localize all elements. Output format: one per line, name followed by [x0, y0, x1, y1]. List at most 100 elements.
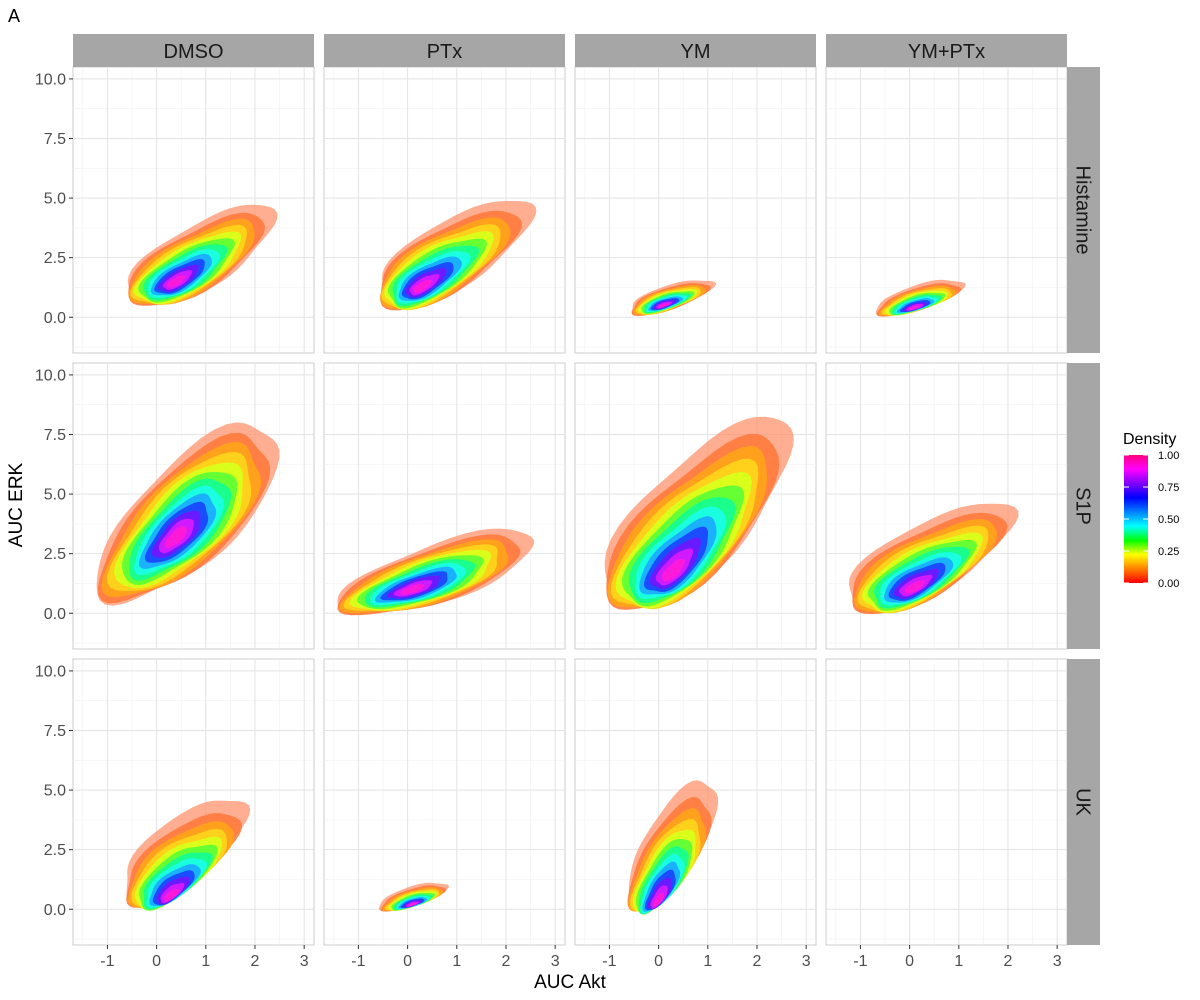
row-label: S1P — [1072, 487, 1094, 525]
strips-layer: DMSO PTx YM YM+PTx Histamine S1P UK — [73, 34, 1100, 945]
x-tick-label: 1 — [703, 953, 712, 970]
density-level-12 — [658, 303, 669, 308]
y-tick-label: 0.0 — [44, 310, 66, 327]
panel-uk-ymplusptx — [825, 658, 1068, 946]
strip-background — [575, 34, 816, 67]
panel-s1p-ptx — [323, 362, 566, 650]
density-contours — [849, 503, 1019, 615]
density-level-12 — [909, 305, 920, 310]
density-contours — [631, 280, 717, 316]
y-tick-label: 5.0 — [44, 191, 66, 208]
column-strip: DMSO — [73, 34, 314, 67]
strip-background — [324, 34, 565, 67]
panel-background — [323, 658, 566, 946]
panel-background — [825, 66, 1068, 354]
panel-uk-ym — [574, 658, 817, 946]
density-level-12 — [165, 526, 188, 549]
x-tick-label: 3 — [551, 953, 560, 970]
legend-tick-label: 0.00 — [1158, 578, 1179, 590]
y-tick-label: 2.5 — [44, 546, 66, 563]
panel-s1p-ymplusptx — [825, 362, 1068, 650]
column-label: YM — [681, 41, 711, 63]
x-tick-label: 2 — [753, 953, 762, 970]
legend-tick-label: 0.50 — [1158, 514, 1179, 526]
panel-histamine-dmso — [72, 66, 315, 354]
y-tick-label: 0.0 — [44, 606, 66, 623]
density-level-12 — [408, 902, 417, 907]
row-strip: Histamine — [1067, 67, 1100, 353]
column-label: PTx — [427, 41, 463, 63]
x-tick-label: -1 — [853, 953, 867, 970]
density-contours — [96, 422, 280, 606]
legend-tick-label: 1.00 — [1158, 450, 1179, 462]
panel-background — [574, 66, 817, 354]
axes-layer: 0.0 2.5 5.0 7.5 10.0 0.0 2.5 5.0 7.5 10.0 0.0 2.5 5.… — [35, 71, 1062, 970]
x-tick-label: 2 — [502, 953, 511, 970]
panel-s1p-dmso — [72, 362, 315, 650]
density-level-12 — [164, 889, 180, 902]
x-tick-label: 3 — [802, 953, 811, 970]
y-tick-label: 7.5 — [44, 131, 66, 148]
panel-histamine-ptx — [323, 66, 566, 354]
x-tick-label: 1 — [954, 953, 963, 970]
x-tick-label: 3 — [300, 953, 309, 970]
y-tick-label: 10.0 — [35, 663, 66, 680]
y-tick-label: 5.0 — [44, 487, 66, 504]
x-tick-label: -1 — [602, 953, 616, 970]
column-strip: PTx — [324, 34, 565, 67]
density-contours — [604, 416, 794, 610]
strip-background — [826, 34, 1067, 67]
density-level-12 — [400, 584, 425, 595]
density-level-12 — [167, 275, 186, 288]
y-axis-title: AUC ERK — [6, 462, 27, 547]
x-tick-label: -1 — [351, 953, 365, 970]
x-tick-label: 3 — [1053, 953, 1062, 970]
column-label: DMSO — [164, 41, 224, 63]
y-tick-label: 0.0 — [44, 902, 66, 919]
x-tick-label: -1 — [100, 953, 114, 970]
density-contours — [380, 201, 537, 311]
panel-uk-dmso — [72, 658, 315, 946]
row-label: UK — [1072, 788, 1094, 816]
x-tick-label: 1 — [452, 953, 461, 970]
column-strip: YM+PTx — [826, 34, 1067, 67]
legend: Density 1.00 0.75 0.50 0.25 0.00 — [1123, 431, 1179, 590]
panel-background — [72, 66, 315, 354]
panel-histamine-ymplusptx — [825, 66, 1068, 354]
y-tick-label: 2.5 — [44, 842, 66, 859]
panel-s1p-ym — [574, 362, 817, 650]
legend-tick-label: 0.25 — [1158, 546, 1179, 558]
row-label: Histamine — [1072, 166, 1094, 255]
column-strip: YM — [575, 34, 816, 67]
density-contours — [337, 528, 535, 616]
density-contours — [127, 204, 278, 306]
panel-background — [72, 658, 315, 946]
panel-histamine-ym — [574, 66, 817, 354]
x-tick-label: 0 — [152, 953, 161, 970]
y-tick-label: 10.0 — [35, 71, 66, 88]
x-tick-label: 2 — [1004, 953, 1013, 970]
x-tick-label: 0 — [905, 953, 914, 970]
x-axis-title: AUC Akt — [534, 972, 607, 993]
figure-tag: A — [8, 6, 20, 26]
legend-title: Density — [1123, 431, 1176, 448]
y-tick-label: 2.5 — [44, 250, 66, 267]
strip-background — [1067, 659, 1100, 945]
density-contours — [379, 882, 449, 912]
x-tick-label: 2 — [251, 953, 260, 970]
x-tick-label: 0 — [403, 953, 412, 970]
y-tick-label: 7.5 — [44, 723, 66, 740]
density-level-12 — [413, 280, 433, 293]
strip-background — [1067, 67, 1100, 353]
x-tick-label: 1 — [201, 953, 210, 970]
y-tick-label: 10.0 — [35, 367, 66, 384]
column-label: YM+PTx — [908, 41, 985, 63]
row-strip: S1P — [1067, 363, 1100, 649]
row-strip: UK — [1067, 659, 1100, 945]
density-contours — [126, 800, 251, 911]
panel-uk-ptx — [323, 658, 566, 946]
density-contours — [627, 780, 719, 915]
legend-tick-label: 0.75 — [1158, 482, 1179, 494]
strip-background — [1067, 363, 1100, 649]
